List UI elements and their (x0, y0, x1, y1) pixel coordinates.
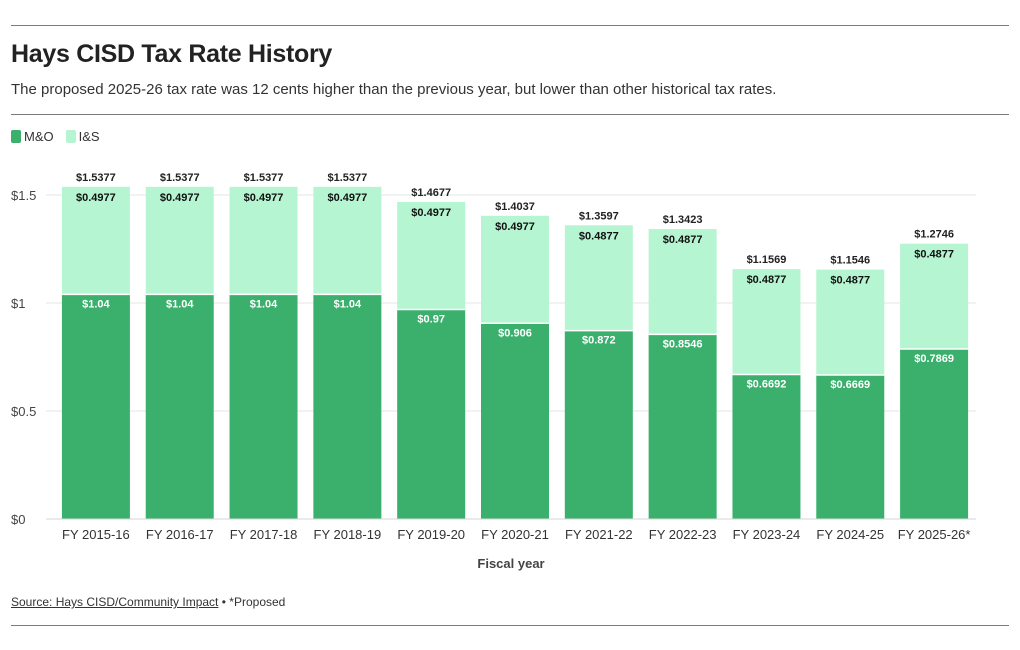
data-label-mo: $1.04 (250, 298, 278, 310)
total-label: $1.5377 (327, 172, 367, 184)
x-tick-label: FY 2015-16 (62, 527, 130, 542)
x-axis-title: Fiscal year (477, 556, 544, 571)
bar-is (397, 201, 466, 310)
y-tick-label: $0.5 (11, 404, 36, 419)
total-label: $1.5377 (244, 172, 284, 184)
data-label-mo: $0.872 (582, 335, 616, 347)
bar-mo (313, 294, 382, 519)
data-label-is: $0.4877 (747, 274, 787, 286)
y-tick-label: $1 (11, 296, 25, 311)
legend-item-mo[interactable]: M&O (11, 129, 54, 144)
stacked-bar-chart: $0 $0.5 $1 $1.5 $1.5377 $0.4977 $1.04 FY 2015-1… (11, 172, 976, 571)
bar-mo (397, 309, 466, 519)
y-tick-label: $1.5 (11, 188, 36, 203)
total-label: $1.2746 (914, 229, 954, 241)
y-tick-label: $0 (11, 512, 25, 527)
total-label: $1.1569 (747, 254, 787, 266)
header-rule (11, 114, 1009, 115)
legend-swatch-mo (11, 130, 21, 143)
bar-is (313, 186, 382, 295)
bar-mo (816, 374, 885, 519)
data-label-is: $0.4877 (830, 275, 870, 287)
bar-mo (61, 294, 130, 519)
x-tick-label: FY 2021-22 (565, 527, 633, 542)
footer-separator: • (221, 595, 226, 609)
bar-mo (229, 294, 298, 519)
total-label: $1.1546 (830, 255, 870, 267)
total-label: $1.3423 (663, 214, 703, 226)
top-rule (11, 25, 1009, 26)
total-label: $1.5377 (76, 172, 116, 184)
data-label-mo: $1.04 (334, 298, 362, 310)
bar-is (900, 243, 969, 350)
x-tick-label: FY 2024-25 (816, 527, 884, 542)
legend: M&O I&S (11, 129, 100, 144)
bar-mo (145, 294, 214, 519)
x-tick-label: FY 2025-26* (898, 527, 971, 542)
legend-swatch-is (65, 130, 76, 143)
data-label-mo: $0.8546 (663, 338, 703, 350)
bar-mo (564, 330, 633, 519)
legend-item-is[interactable]: I&S (65, 129, 100, 144)
source-link[interactable]: Source: Hays CISD/Community Impact (11, 595, 219, 609)
data-label-mo: $0.6692 (747, 378, 787, 390)
x-tick-label: FY 2023-24 (733, 527, 801, 542)
footer-note: *Proposed (229, 595, 286, 609)
x-tick-label: FY 2020-21 (481, 527, 549, 542)
x-tick-label: FY 2016-17 (146, 527, 214, 542)
total-label: $1.4037 (495, 201, 535, 213)
data-label-is: $0.4977 (160, 192, 200, 204)
bar-mo (481, 323, 549, 519)
bar-mo (900, 349, 969, 519)
bottom-rule (11, 625, 1009, 626)
bar-mo (732, 374, 801, 519)
data-label-mo: $0.97 (417, 313, 445, 325)
legend-label-mo: M&O (24, 129, 54, 144)
data-label-mo: $1.04 (166, 298, 194, 310)
data-label-is: $0.4977 (244, 192, 284, 204)
chart-subtitle: The proposed 2025-26 tax rate was 12 cen… (11, 81, 777, 98)
x-tick-label: FY 2022-23 (649, 527, 717, 542)
data-label-is: $0.4877 (914, 249, 954, 261)
total-label: $1.3597 (579, 210, 619, 222)
data-label-is: $0.4977 (411, 207, 451, 219)
data-label-is: $0.4977 (327, 192, 367, 204)
data-label-is: $0.4877 (579, 230, 619, 242)
data-label-mo: $0.7869 (914, 353, 954, 365)
x-tick-label: FY 2018-19 (314, 527, 382, 542)
data-label-mo: $0.906 (498, 327, 532, 339)
bar-is (816, 269, 885, 375)
bar-is (481, 215, 549, 324)
x-tick-label: FY 2019-20 (397, 527, 465, 542)
data-label-is: $0.4977 (495, 221, 535, 233)
chart-title: Hays CISD Tax Rate History (11, 40, 333, 68)
data-label-is: $0.4877 (663, 234, 703, 246)
data-label-mo: $0.6669 (830, 379, 870, 391)
data-label-is: $0.4977 (76, 192, 116, 204)
bar-is (145, 186, 214, 295)
bar-is (564, 225, 633, 331)
bar-is (648, 229, 717, 335)
data-label-mo: $1.04 (82, 298, 110, 310)
x-tick-label: FY 2017-18 (230, 527, 298, 542)
bar-mo (648, 334, 717, 519)
bar-is (61, 186, 130, 295)
legend-label-is: I&S (78, 129, 100, 144)
bar-is (229, 186, 298, 295)
bar-is (732, 269, 801, 375)
total-label: $1.4677 (411, 187, 451, 199)
footer: Source: Hays CISD/Community Impact • *Pr… (11, 595, 285, 609)
total-label: $1.5377 (160, 172, 200, 184)
